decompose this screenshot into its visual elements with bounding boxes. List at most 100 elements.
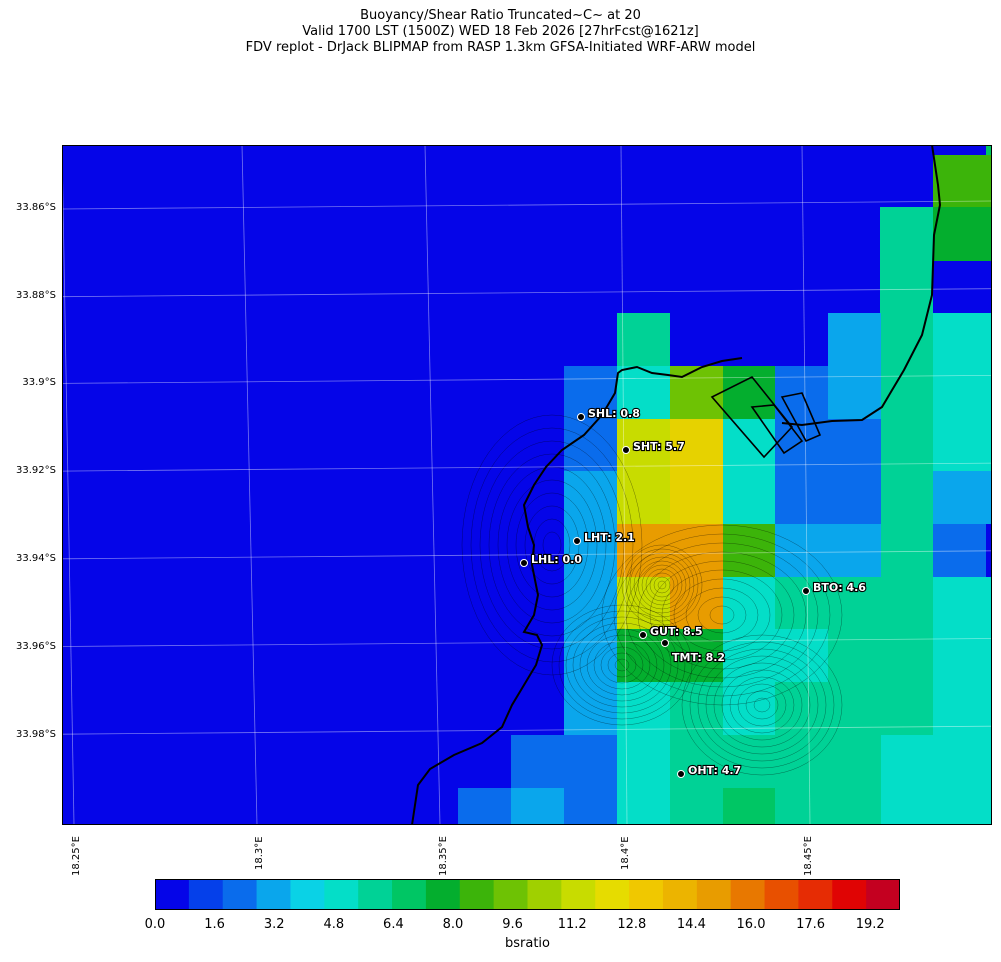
terrain-contour (729, 676, 795, 734)
terrain-contour (613, 533, 831, 697)
field-cell (986, 261, 992, 313)
field-cell (617, 471, 670, 524)
field-cell (775, 419, 828, 471)
field-cell (986, 207, 992, 261)
field-cell (722, 735, 775, 788)
field-cell (670, 524, 723, 577)
field-cell (828, 471, 881, 524)
longitude-gridline (62, 145, 75, 825)
field-cell (670, 366, 723, 419)
field-cell (828, 788, 881, 825)
latitude-gridline (62, 462, 992, 472)
terrain-contour (488, 453, 616, 637)
field-cell (458, 788, 511, 825)
field-cell (933, 313, 986, 366)
field-cell (511, 682, 564, 735)
station-label: TMT: 8.2 (672, 651, 725, 664)
colorbar-tick: 12.8 (617, 917, 647, 932)
field-cell (880, 471, 933, 524)
terrain-contour (515, 492, 589, 598)
field-cell (617, 682, 670, 735)
harbour-outline (710, 375, 822, 459)
field-cell (722, 629, 775, 682)
field-cell (775, 735, 828, 788)
field-cell (775, 524, 828, 577)
field-cell (617, 788, 670, 825)
terrain-contour (653, 576, 671, 594)
terrain-contour (737, 683, 787, 727)
lon-label: 18.4°E (620, 836, 631, 870)
terrain-contour (621, 544, 703, 626)
terrain-contour (657, 580, 667, 590)
field-cell (933, 471, 986, 524)
latitude-gridline (62, 550, 992, 560)
field-cell (933, 629, 986, 682)
station-marker: LHL: 0.0 (520, 552, 583, 567)
terrain-contour (601, 524, 843, 706)
station-label: SHL: 0.8 (588, 407, 640, 420)
field-cell (670, 629, 723, 682)
colorbar-swatch (662, 879, 698, 910)
latitude-gridline (62, 638, 992, 647)
terrain-contour (542, 531, 562, 559)
station-dot (520, 559, 528, 567)
station-dot (639, 631, 647, 639)
colorbar-swatch (425, 879, 461, 910)
field-cell (564, 471, 617, 524)
field-cell (828, 524, 881, 577)
field-cell (933, 419, 986, 471)
colorbar-swatch (832, 879, 867, 910)
colorbar-swatch (493, 879, 528, 910)
field-cell (828, 577, 881, 629)
field-cell (564, 682, 617, 735)
terrain-contour (673, 578, 771, 652)
colorbar-swatch (256, 879, 291, 910)
field-cell (775, 577, 828, 629)
colorbar-swatch (798, 879, 833, 910)
field-cell (564, 366, 617, 419)
colorbar-swatch (764, 879, 799, 910)
field-cell (986, 524, 992, 577)
field-cell (986, 735, 992, 788)
colorbar-frame (155, 879, 900, 910)
colorbar-tick: 19.2 (855, 917, 885, 932)
terrain-contour (697, 648, 827, 762)
station-marker: OHT: 4.7 (677, 763, 742, 778)
field-cell (986, 313, 992, 366)
field-cell (986, 366, 992, 419)
field-cell (722, 419, 775, 471)
coastline-path (781, 145, 942, 427)
field-cell (722, 366, 775, 419)
longitude-gridline (241, 145, 258, 825)
field-cell (933, 788, 986, 825)
colorbar-tick: 14.4 (676, 917, 706, 932)
field-cell (722, 788, 775, 825)
colorbar-swatch (696, 879, 732, 910)
field-cell (617, 577, 670, 629)
field-cell (933, 145, 986, 155)
colorbar (155, 879, 900, 910)
terrain-contour (661, 569, 783, 661)
terrain-contour (558, 610, 686, 720)
field-cell (564, 788, 617, 825)
station-label: OHT: 4.7 (688, 764, 741, 777)
terrain-contour (600, 646, 644, 684)
longitude-gridline (801, 145, 811, 825)
station-label: LHT: 2.1 (584, 531, 635, 544)
terrain-contour (637, 560, 687, 610)
colorbar-tick: 1.6 (204, 917, 225, 932)
station-dot (577, 413, 585, 421)
field-cell (986, 577, 992, 629)
colorbar-tick: 16.0 (736, 917, 766, 932)
field-cell (828, 313, 881, 366)
colorbar-swatch (459, 879, 495, 910)
terrain-contour (689, 641, 835, 769)
colorbar-swatch (595, 879, 630, 910)
field-cell (670, 788, 723, 825)
colorbar-swatch (155, 879, 190, 910)
terrain-contour (745, 690, 779, 720)
latitude-gridline (62, 375, 992, 384)
station-label: LHL: 0.0 (531, 553, 582, 566)
terrain-contour (586, 634, 658, 696)
field-cell (880, 682, 933, 735)
